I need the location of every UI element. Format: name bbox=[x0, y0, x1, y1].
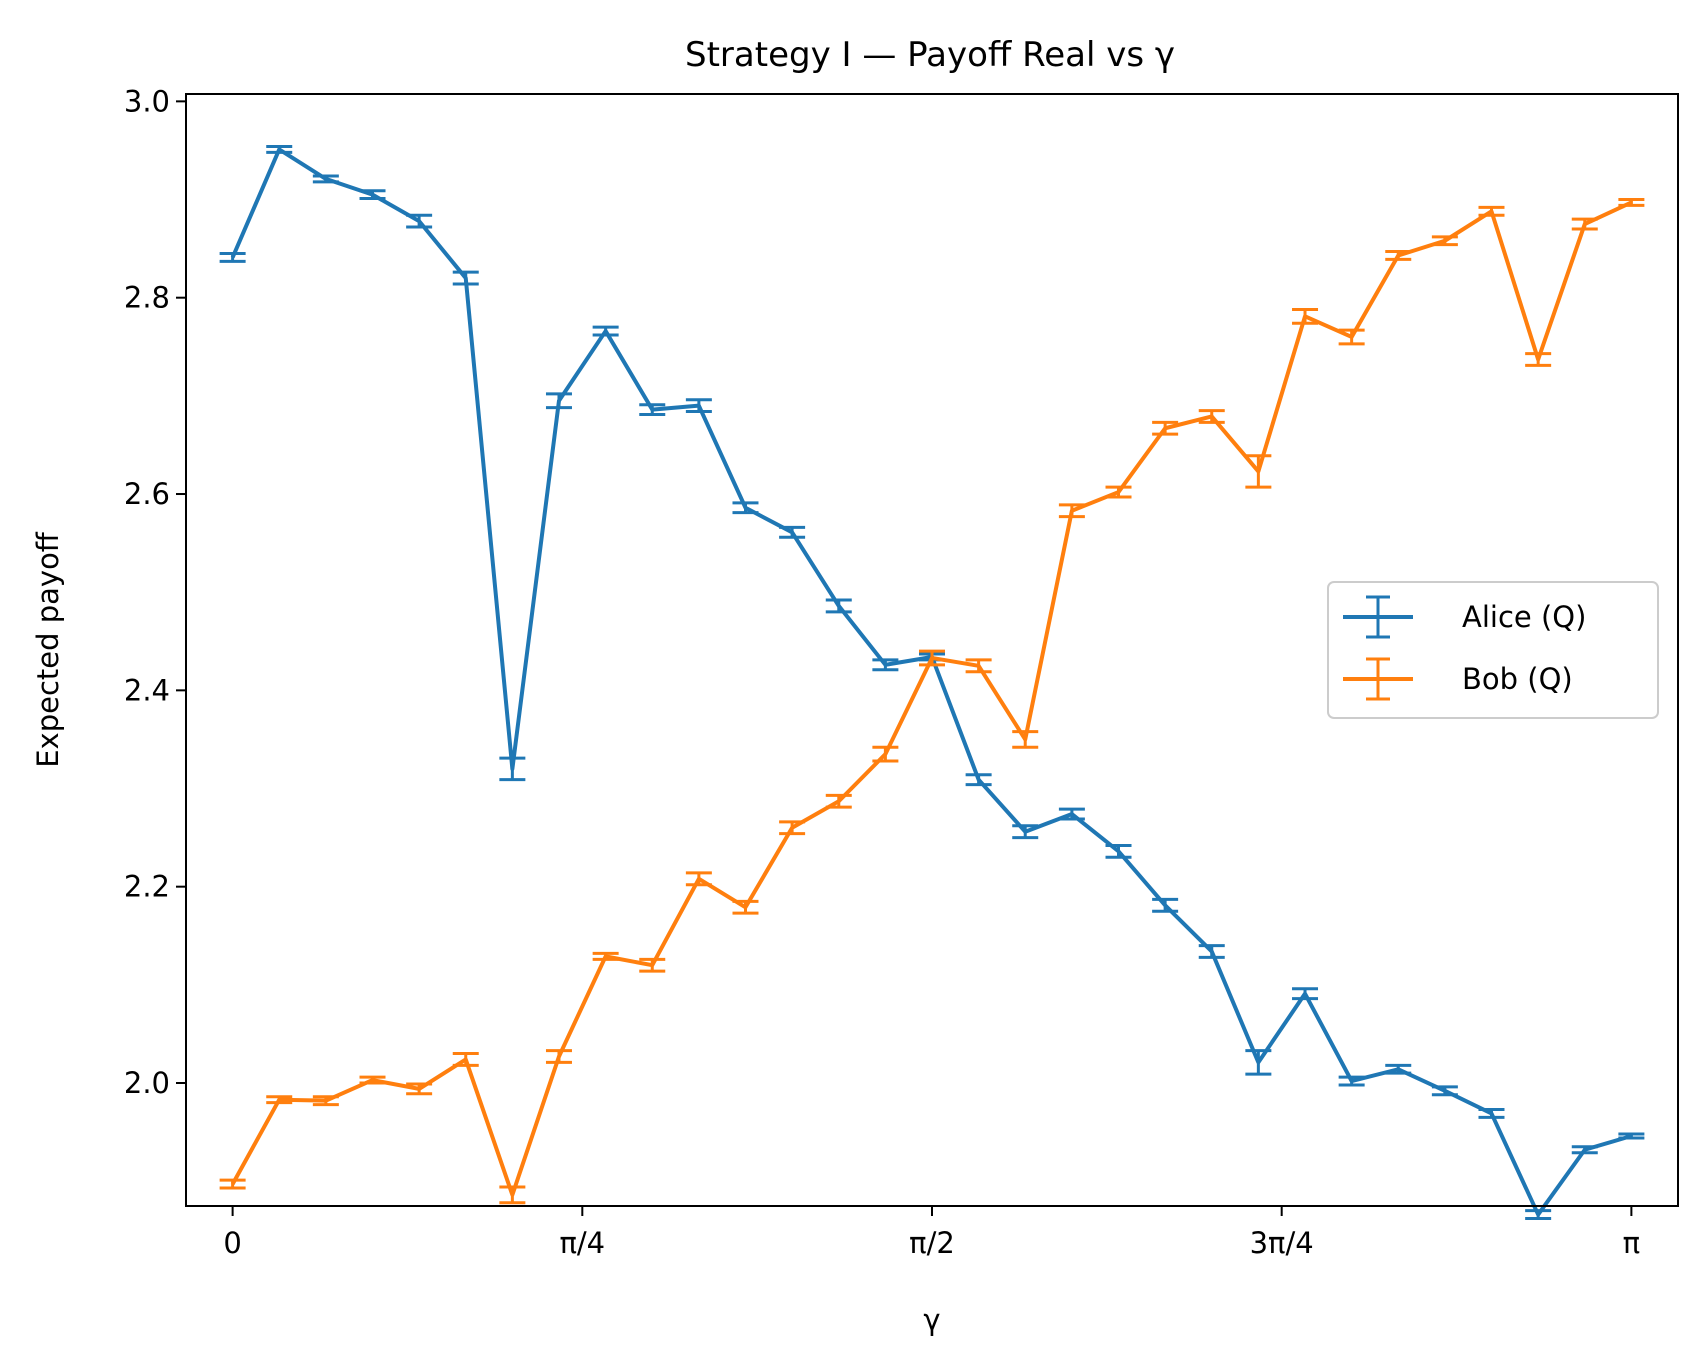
legend-entry-0: Alice (Q) bbox=[1343, 595, 1586, 639]
plot-area bbox=[219, 145, 1645, 1220]
chart-title: Strategy I — Payoff Real vs γ bbox=[685, 35, 1175, 75]
y-tick-label: 2.0 bbox=[124, 1066, 170, 1100]
x-tick-label: π/2 bbox=[909, 1226, 955, 1260]
y-tick-label: 3.0 bbox=[124, 84, 170, 118]
y-tick-label: 2.8 bbox=[124, 281, 170, 315]
y-tick-label: 2.6 bbox=[124, 477, 170, 511]
y-axis: 2.0 2.2 2.4 2.6 2.8 3.0 bbox=[124, 84, 186, 1100]
x-tick-label: 0 bbox=[223, 1226, 241, 1260]
y-axis-label: Expected payoff bbox=[31, 531, 65, 768]
series-1 bbox=[219, 198, 1645, 1205]
legend-label: Alice (Q) bbox=[1462, 600, 1586, 634]
y-tick-label: 2.4 bbox=[124, 673, 170, 707]
x-tick-label: π/4 bbox=[559, 1226, 605, 1260]
legend: Alice (Q) Bob (Q) bbox=[1327, 581, 1659, 719]
x-tick-label: π bbox=[1623, 1226, 1640, 1260]
x-tick-label: 3π/4 bbox=[1250, 1226, 1314, 1260]
x-axis-label: γ bbox=[923, 1303, 940, 1337]
y-tick-label: 2.2 bbox=[124, 870, 170, 904]
x-axis: 0 π/4 π/2 3π/4 π bbox=[223, 1206, 1640, 1260]
legend-label: Bob (Q) bbox=[1462, 662, 1573, 696]
legend-entry-1: Bob (Q) bbox=[1343, 657, 1573, 701]
